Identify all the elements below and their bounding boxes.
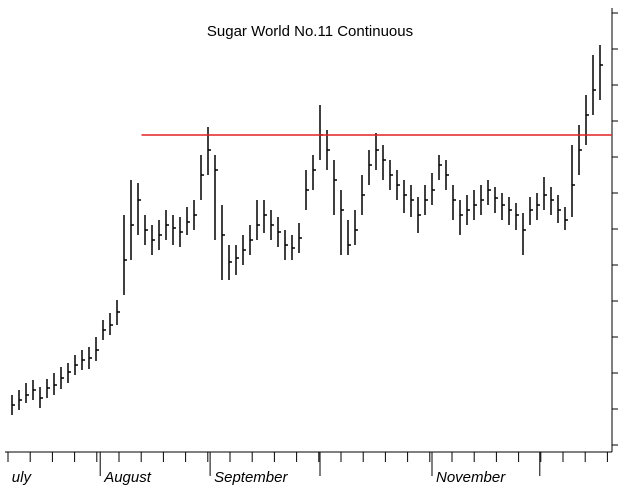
x-tick-label: August <box>103 469 152 486</box>
x-tick-label: November <box>436 469 506 486</box>
chart-title: Sugar World No.11 Continuous <box>207 23 413 40</box>
x-tick-label: uly <box>12 469 33 486</box>
x-tick-label: September <box>214 469 288 486</box>
